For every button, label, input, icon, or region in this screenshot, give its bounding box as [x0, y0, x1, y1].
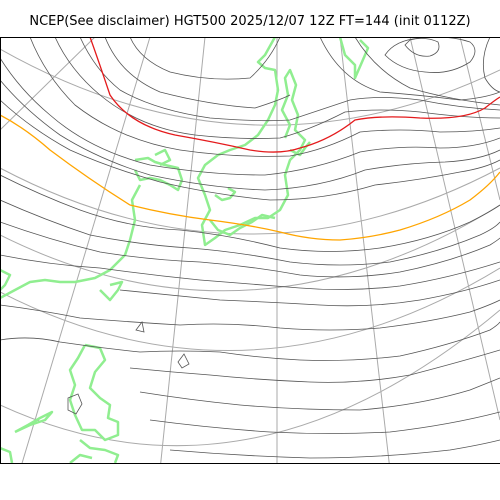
latitude-line: [0, 167, 500, 235]
contour-line-orange: [0, 114, 500, 241]
contour-line: [169, 439, 500, 459]
coastline-labrador: [99, 280, 124, 302]
latitude-lines: [0, 48, 500, 447]
contour-line: [29, 37, 500, 157]
contour-line: [0, 199, 500, 266]
coastline-arctic-islands: [154, 148, 172, 167]
latitude-line: [0, 48, 500, 126]
coastline-sw-corner: [0, 446, 14, 463]
contour-line: [79, 37, 500, 122]
contour-line: [354, 37, 500, 106]
longitude-line: [21, 37, 151, 463]
map-title: NCEP(See disclaimer) HGT500 2025/12/07 1…: [29, 14, 471, 29]
contour-line-red: [89, 37, 500, 153]
contour-line: [0, 221, 500, 278]
contour-line: [149, 411, 500, 434]
contour-line: [404, 38, 440, 57]
coastline-greenland-east: [289, 141, 311, 157]
contour-line: [104, 37, 291, 109]
longitude-line: [339, 37, 390, 463]
contour-line: [0, 79, 500, 191]
coastline-coast-south: [68, 343, 120, 442]
small-islands: [67, 321, 190, 415]
latitude-line: [0, 204, 500, 292]
island-outline: [177, 353, 190, 369]
island-outline: [135, 321, 145, 333]
coastline-coast-south-2: [79, 439, 120, 463]
contour-line: [129, 37, 281, 80]
coastline-greenland: [196, 37, 307, 247]
height-contour-map: [0, 37, 500, 463]
coastline-greenland-south-loop: [209, 213, 276, 237]
longitude-line: [0, 37, 96, 131]
contour-line: [0, 254, 500, 290]
contour-line: [0, 299, 500, 331]
contour-line: [0, 174, 500, 252]
contour-line: [0, 99, 500, 201]
contour-line: [139, 377, 500, 411]
contour-line: [319, 37, 500, 101]
contour-line: [0, 57, 500, 176]
latitude-line: [0, 309, 500, 447]
coastlines: [0, 37, 370, 463]
coastline-newfoundland: [14, 410, 54, 434]
contour-line: [54, 37, 500, 139]
height-contours: [0, 37, 500, 459]
contour-line: [119, 279, 500, 307]
latitude-line: [0, 267, 500, 352]
coastline-hudson-west: [0, 268, 12, 291]
coastline-baffin: [0, 184, 142, 300]
island-outline: [67, 393, 83, 415]
coastline-iceland-small: [214, 186, 237, 202]
contour-line: [482, 37, 500, 93]
contour-line: [0, 321, 500, 361]
coastline-coast-south-3: [69, 453, 93, 463]
coastline-iceland-north: [338, 37, 370, 80]
longitude-line: [160, 37, 206, 463]
contour-line: [129, 349, 500, 383]
